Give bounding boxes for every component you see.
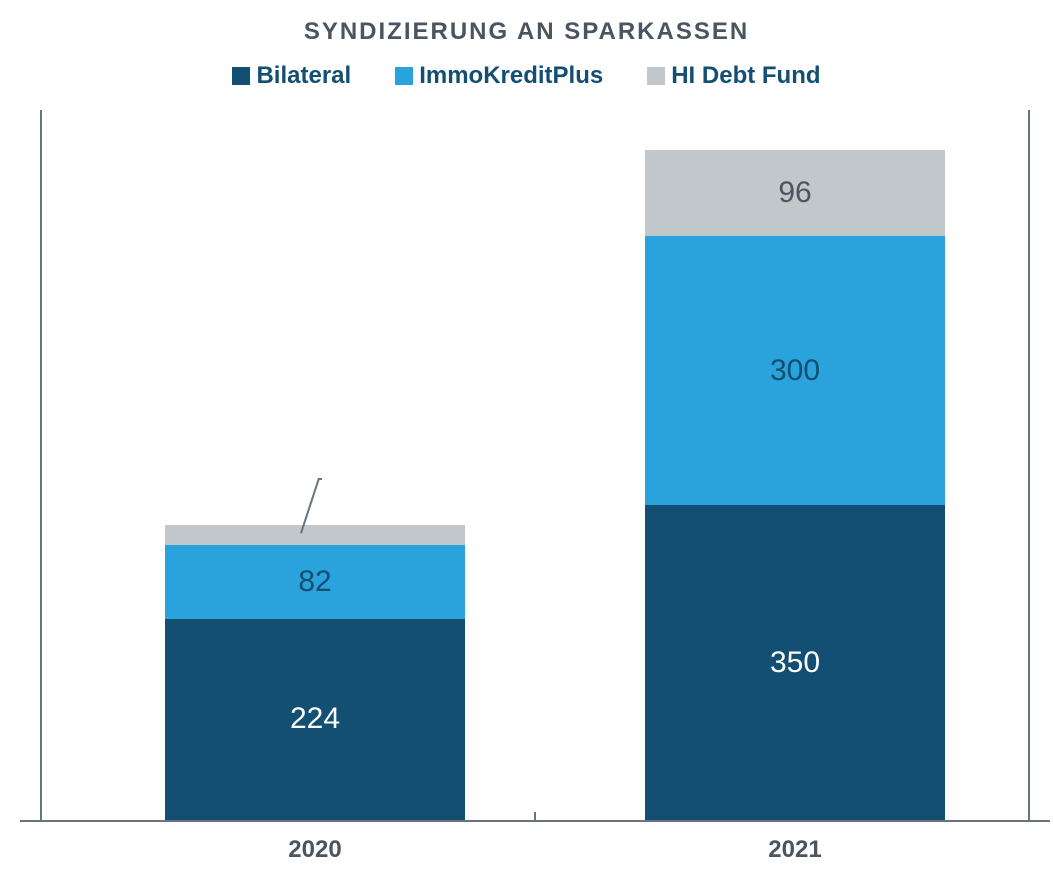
segment-value-label: 300: [770, 354, 820, 388]
legend-label: ImmoKreditPlus: [419, 62, 603, 90]
chart-title: SYNDIZIERUNG AN SPARKASSEN: [0, 18, 1053, 46]
legend-item-hi-debt-fund: HI Debt Fund: [647, 62, 820, 90]
stacked-bar-chart: SYNDIZIERUNG AN SPARKASSEN Bilateral Imm…: [0, 0, 1053, 890]
legend-item-bilateral: Bilateral: [232, 62, 351, 90]
plot-area: 224 82 350 300 96: [40, 110, 1030, 820]
segment-bilateral: 224: [165, 619, 465, 820]
legend: Bilateral ImmoKreditPlus HI Debt Fund: [0, 62, 1053, 90]
segment-immokreditplus: 300: [645, 236, 945, 506]
segment-bilateral: 350: [645, 505, 945, 820]
segment-value-label: 224: [290, 702, 340, 736]
segment-immokreditplus: 82: [165, 545, 465, 619]
x-axis-label: 2021: [695, 836, 895, 864]
segment-hi-debt-fund: [165, 525, 465, 545]
legend-label: HI Debt Fund: [671, 62, 820, 90]
legend-swatch-icon: [647, 67, 665, 85]
x-axis-label: 2020: [215, 836, 415, 864]
segment-hi-debt-fund: 96: [645, 150, 945, 236]
callout-leader-line: [318, 478, 322, 480]
segment-value-label: 96: [778, 176, 811, 210]
segment-value-label: 82: [298, 565, 331, 599]
bar-2020: 224 82: [165, 525, 465, 820]
legend-item-immokreditplus: ImmoKreditPlus: [395, 62, 603, 90]
legend-swatch-icon: [395, 67, 413, 85]
segment-value-label: 350: [770, 646, 820, 680]
legend-label: Bilateral: [256, 62, 351, 90]
bar-2021: 350 300 96: [645, 150, 945, 820]
legend-swatch-icon: [232, 67, 250, 85]
